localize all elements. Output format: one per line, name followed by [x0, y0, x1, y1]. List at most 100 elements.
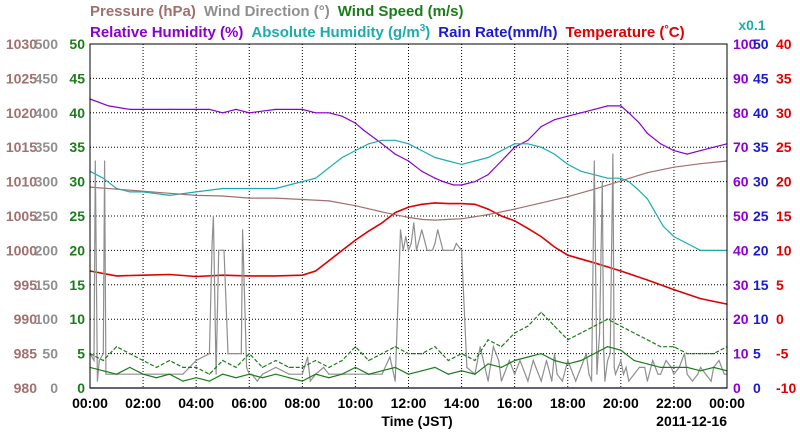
data-point-wind-direction — [710, 380, 712, 382]
y-tick-rain: 5 — [753, 346, 761, 362]
y-tick-rain: 30 — [753, 174, 769, 190]
legend-temp-deg: ° — [664, 24, 668, 36]
data-point-wind-speed — [301, 380, 303, 382]
data-point-absolute-humidity — [500, 150, 502, 152]
data-point-absolute-humidity — [662, 225, 664, 227]
y-tick-pressure: 1015 — [6, 139, 37, 155]
data-point-pressure — [447, 218, 449, 220]
data-point-pressure — [540, 202, 542, 204]
data-point-relative-humidity — [381, 143, 383, 145]
data-point-wind-direction — [235, 353, 237, 355]
data-point-wind-speed — [527, 356, 529, 358]
data-point-wind-speed-gust — [434, 346, 436, 348]
data-point-absolute-humidity — [553, 153, 556, 155]
data-point-wind-speed — [607, 346, 609, 348]
y-tick-wind-dir: 200 — [35, 242, 59, 258]
data-point-temperature — [248, 275, 250, 277]
data-point-wind-direction — [447, 249, 449, 251]
legend-rh: Relative Humidity (%) — [90, 24, 243, 41]
data-point-wind-direction — [567, 359, 569, 362]
data-point-pressure — [407, 216, 410, 218]
data-point-wind-direction — [524, 373, 526, 375]
data-point-wind-direction — [614, 373, 617, 375]
data-point-absolute-humidity — [620, 177, 622, 179]
data-point-wind-speed — [394, 366, 396, 368]
data-point-wind-speed — [368, 373, 370, 375]
data-point-wind-speed-gust — [354, 346, 356, 348]
data-point-wind-direction — [575, 380, 577, 382]
y-tick-temperature: 40 — [776, 36, 792, 52]
data-point-wind-speed — [275, 373, 277, 375]
data-point-wind-direction — [105, 373, 107, 375]
data-point-wind-direction — [585, 353, 587, 355]
data-point-wind-direction — [617, 366, 619, 368]
data-point-relative-humidity — [487, 174, 489, 176]
data-point-wind-speed-gust — [368, 359, 370, 362]
data-point-wind-direction — [389, 356, 391, 358]
data-point-wind-direction — [102, 353, 104, 355]
data-point-wind-speed-gust — [169, 359, 171, 362]
data-point-temperature — [474, 203, 476, 205]
data-point-wind-speed — [620, 349, 622, 351]
x-tick-label: 12:00 — [391, 395, 427, 411]
data-point-wind-speed — [500, 366, 502, 368]
data-point-wind-direction — [532, 359, 534, 362]
data-point-absolute-humidity — [394, 139, 396, 141]
data-point-temperature — [315, 270, 317, 272]
data-point-wind-speed — [713, 366, 715, 368]
data-point-pressure — [567, 196, 569, 198]
data-point-wind-speed — [155, 377, 157, 379]
data-point-wind-direction — [596, 373, 598, 375]
y-tick-rain: 20 — [753, 242, 769, 258]
data-point-relative-humidity — [341, 115, 343, 117]
data-point-relative-humidity — [673, 150, 675, 152]
data-point-wind-speed-gust — [580, 332, 582, 334]
data-point-absolute-humidity — [381, 139, 383, 141]
data-point-absolute-humidity — [654, 212, 656, 214]
data-point-relative-humidity — [208, 108, 210, 110]
data-point-wind-speed-gust — [421, 353, 423, 355]
data-point-temperature — [275, 275, 277, 277]
data-point-wind-direction — [256, 380, 258, 382]
data-point-temperature — [447, 203, 449, 205]
data-point-absolute-humidity — [447, 160, 449, 162]
data-point-wind-direction — [227, 353, 229, 355]
y-tick-temperature: 15 — [776, 208, 792, 224]
data-point-absolute-humidity — [315, 177, 317, 179]
data-point-wind-direction — [328, 373, 330, 375]
data-point-relative-humidity — [527, 139, 529, 141]
chart-title: Pressure (hPa) Wind Direction (°) Wind Spe… — [90, 3, 766, 41]
data-point-wind-speed-gust — [115, 346, 118, 348]
data-point-wind-direction — [220, 249, 222, 251]
y-tick-rain: 10 — [753, 311, 769, 327]
data-point-absolute-humidity — [527, 143, 529, 145]
data-point-wind-speed-gust — [487, 339, 489, 341]
series-line-absolute-humidity — [89, 139, 727, 251]
data-point-wind-direction — [94, 160, 96, 162]
data-point-relative-humidity — [540, 126, 542, 128]
data-point-wind-direction — [599, 332, 601, 334]
data-point-wind-speed-gust — [381, 353, 383, 355]
data-point-relative-humidity — [394, 153, 396, 155]
data-point-relative-humidity — [638, 122, 641, 124]
data-point-temperature — [500, 215, 502, 217]
y-tick-wind-dir: 400 — [35, 105, 59, 121]
data-point-pressure — [354, 205, 356, 207]
data-point-wind-speed-gust — [646, 339, 649, 341]
data-point-temperature — [646, 279, 649, 281]
data-point-relative-humidity — [421, 170, 423, 172]
title-line-2: Relative Humidity (%) Absolute Humidity (… — [90, 23, 685, 41]
data-point-wind-direction — [697, 373, 699, 375]
x-tick-label: 00:00 — [709, 395, 745, 411]
y-tick-wind-speed: 35 — [69, 139, 85, 155]
data-point-wind-speed — [553, 359, 556, 362]
data-point-relative-humidity — [315, 112, 317, 114]
data-point-pressure — [328, 200, 330, 202]
data-point-absolute-humidity — [514, 143, 516, 145]
data-point-wind-speed-gust — [155, 366, 157, 368]
data-point-wind-speed-gust — [275, 359, 277, 362]
legend-ah-sup: 3 — [420, 23, 426, 34]
data-point-relative-humidity — [646, 132, 649, 134]
data-point-wind-direction — [638, 366, 641, 368]
y-tick-humidity: 100 — [733, 36, 757, 52]
